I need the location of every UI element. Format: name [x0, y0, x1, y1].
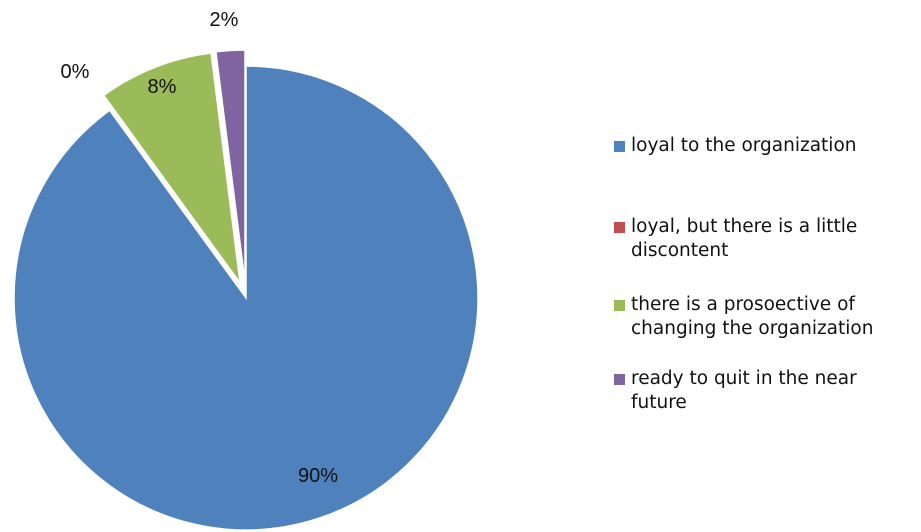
legend-label-line: loyal to the organization: [631, 135, 857, 156]
slice-data-label-4: 2%: [210, 9, 239, 31]
legend-swatch-4: [614, 374, 625, 385]
pie-slice-4: [215, 49, 246, 283]
pie-slice-1: [13, 65, 479, 531]
legend-label-line: discontent: [631, 240, 729, 261]
legend-swatch-2: [614, 222, 625, 233]
slice-data-label-3: 8%: [148, 76, 177, 98]
legend-label-line: ready to quit in the near: [631, 368, 857, 389]
slice-data-label-2: 0%: [61, 61, 90, 83]
legend-label-line: future: [631, 392, 687, 413]
legend-label-4: ready to quit in the near future: [631, 367, 857, 415]
legend-label-3: there is a prosoective of changing the or…: [631, 293, 873, 341]
legend-item-4: ready to quit in the near future: [614, 367, 919, 415]
legend-label-1: loyal to the organization: [631, 134, 857, 158]
legend-item-1: loyal to the organization: [614, 134, 919, 158]
legend-swatch-1: [614, 141, 625, 152]
legend-item-3: there is a prosoective of changing the or…: [614, 293, 919, 341]
pie-slice-3: [102, 52, 241, 284]
legend-swatch-3: [614, 300, 625, 311]
legend-label-2: loyal, but there is a little discontent: [631, 215, 857, 263]
slice-data-label-1: 90%: [298, 465, 338, 487]
legend-label-line: there is a prosoective of: [631, 294, 855, 315]
legend-label-line: changing the organization: [631, 318, 874, 339]
legend-label-line: loyal, but there is a little: [631, 216, 858, 237]
legend-item-2: loyal, but there is a little discontent: [614, 215, 919, 263]
